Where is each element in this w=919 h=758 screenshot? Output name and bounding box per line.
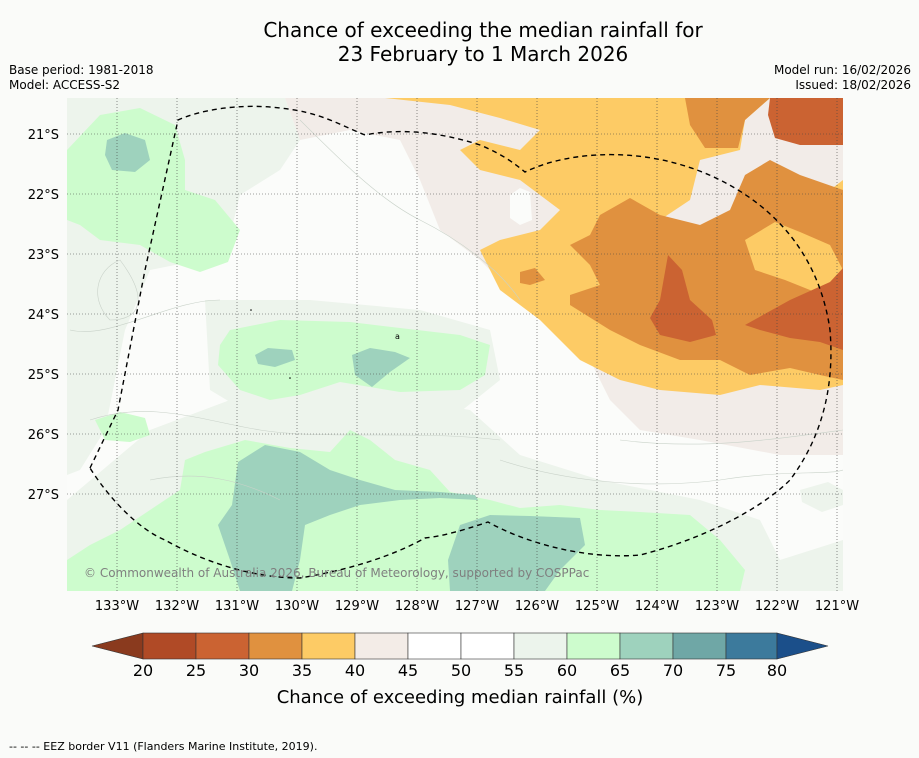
contour-dot-1 [250,309,252,311]
colorbar-segment [513,632,568,660]
colorbar-segment [566,632,621,660]
colorbar: 20 25 30 35 40 45 50 55 60 65 70 75 80 C… [91,632,829,708]
colorbar-tick: 50 [451,661,471,680]
lat-label: 24°S [28,308,59,323]
colorbar-tick: 65 [610,661,630,680]
region-hole [510,188,532,225]
lon-label: 124°W [635,599,679,614]
colorbar-tick: 20 [133,661,153,680]
title-line-2: 23 February to 1 March 2026 [337,42,629,66]
eez-border [89,105,832,579]
meta-left: Base period: 1981-2018 Model: ACCESS-S2 [9,63,154,93]
colorbar-extend-low [91,632,144,660]
copyright-text: © Commonwealth of Australia 2026, Bureau… [84,566,589,580]
colorbar-title: Chance of exceeding median rainfall (%) [277,687,644,708]
region-65-70-centre-a [255,348,295,367]
region-65-70-south [218,445,478,591]
lat-label: 26°S [28,428,59,443]
colorbar-tick: 40 [345,661,365,680]
colorbar-tick: 70 [663,661,683,680]
colorbar-segment [672,632,727,660]
colorbar-tick: 75 [716,661,736,680]
colorbar-tick: 45 [398,661,418,680]
lon-axis: 133°W 132°W 131°W 130°W 129°W 128°W 127°… [95,599,859,614]
lon-label: 129°W [335,599,379,614]
region-30-35-east [745,222,843,300]
colorbar-segment [301,632,356,660]
region-30-35-small [520,268,545,285]
colorbar-tick: 55 [504,661,524,680]
title-line-1: Chance of exceeding the median rainfall … [263,18,703,42]
region-25-30-centre [650,255,716,342]
issued-date: Issued: 18/02/2026 [795,78,911,92]
colorbar-segment [460,632,515,660]
lon-label: 126°W [515,599,559,614]
lat-label: 27°S [28,488,59,503]
model-run: Model run: 16/02/2026 [773,63,911,77]
base-period: Base period: 1981-2018 [9,63,154,77]
colorbar-segment [354,632,409,660]
colorbar-segment [619,632,674,660]
lon-label: 121°W [815,599,859,614]
lat-label: 22°S [28,188,59,203]
region-65-70-nw [105,133,150,172]
chart-title: Chance of exceeding the median rainfall … [0,18,919,66]
region-25-30-east [745,268,843,350]
region-65-70-southeast [448,515,585,591]
lat-label: 23°S [28,248,59,263]
meta-right: Model run: 16/02/2026 Issued: 18/02/2026 [774,63,911,93]
colorbar-tick: 30 [239,661,259,680]
model-name: Model: ACCESS-S2 [9,78,121,92]
colorbar-extend-high [776,632,829,660]
colorbar-segment [142,632,197,660]
colorbar-segment [195,632,250,660]
lat-label: 25°S [28,368,59,383]
contour-dot-2 [289,377,291,379]
region-25-30-north [768,98,843,145]
region-30-35-north [685,98,770,148]
lon-label: 125°W [575,599,619,614]
colorbar-tick: 60 [557,661,577,680]
gridlines [67,98,843,591]
eez-footnote: -- -- -- EEZ border V11 (Flanders Marine… [9,740,318,753]
region-60-65-small-west [95,412,150,442]
lon-label: 130°W [275,599,319,614]
lon-label: 132°W [155,599,199,614]
region-60-65-small-east [800,482,843,512]
colorbar-segment [407,632,462,660]
colorbar-tick: 35 [292,661,312,680]
lon-label: 133°W [95,599,139,614]
lon-label: 123°W [695,599,739,614]
colorbar-segment [725,632,778,660]
region-65-70-centre-b [352,348,410,387]
lat-axis: 21°S 22°S 23°S 24°S 25°S 26°S 27°S [28,128,59,503]
lon-label: 122°W [755,599,799,614]
map-area: a © Commonwealth of Australi [67,98,843,591]
lon-label: 131°W [215,599,259,614]
colorbar-tick: 25 [186,661,206,680]
lat-label: 21°S [28,128,59,143]
colorbar-tick: 80 [767,661,787,680]
colorbar-segment [248,632,303,660]
lon-label: 127°W [455,599,499,614]
contour-label: a [395,332,400,341]
lon-label: 128°W [395,599,439,614]
